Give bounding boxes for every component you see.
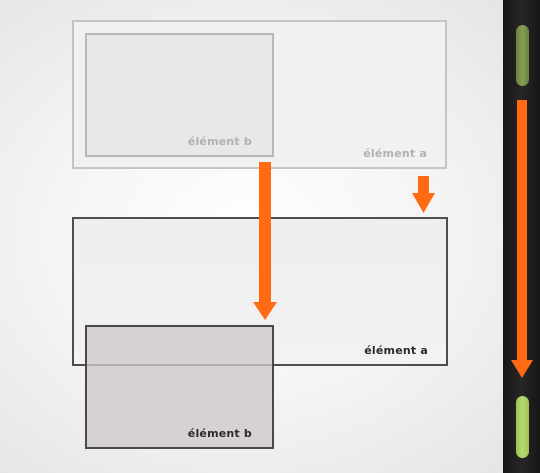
element-b-label: élément b	[187, 135, 252, 148]
element-a-movement-arrow	[412, 176, 435, 213]
element-a-label: élément a	[363, 147, 427, 160]
scroll-direction-arrow	[511, 100, 533, 378]
scrollbar-thumb-start[interactable]	[516, 25, 529, 86]
element-b-before-scroll: élément b	[85, 33, 274, 157]
page-scrollbar[interactable]	[503, 0, 540, 473]
element-b-label: élément b	[187, 427, 252, 440]
scrollbar-thumb-end[interactable]	[516, 396, 529, 458]
element-b-after-scroll: élément b	[85, 325, 274, 449]
element-a-label: élément a	[364, 344, 428, 357]
element-b-movement-arrow	[253, 162, 277, 320]
